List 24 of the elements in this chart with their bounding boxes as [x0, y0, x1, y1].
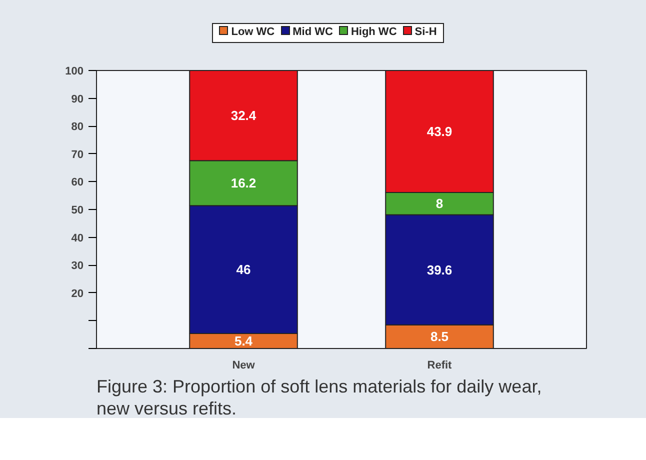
- legend-label: High WC: [350, 26, 397, 38]
- y-tick-label: 30: [71, 260, 84, 272]
- data-label: 8: [436, 196, 444, 212]
- data-label: 32.4: [230, 108, 257, 124]
- legend-label: Low WC: [231, 26, 275, 38]
- y-tick-label: 60: [71, 176, 84, 189]
- x-tick-label: Refit: [427, 360, 452, 372]
- y-tick-label: 70: [71, 148, 84, 161]
- caption: Figure 3: Proportion of soft lens materials for daily wear, new versus refits.: [96, 376, 542, 418]
- data-label: 8.5: [430, 329, 449, 344]
- data-label: 43.9: [426, 124, 452, 140]
- data-label: 5.4: [234, 333, 254, 348]
- y-tick-label: 90: [71, 93, 84, 106]
- x-tick-label: New: [232, 360, 256, 372]
- y-tick-label: 80: [71, 121, 84, 134]
- data-label: 46: [236, 262, 251, 278]
- legend-label: Mid WC: [292, 26, 333, 38]
- y-tick-label: 50: [71, 204, 84, 216]
- y-tick-label: 100: [65, 66, 84, 78]
- y-tick-label: 40: [71, 232, 84, 244]
- y-tick-label: 20: [71, 288, 84, 300]
- data-label: 16.2: [230, 176, 256, 191]
- legend-label: Si-H: [414, 26, 437, 38]
- data-label: 39.6: [426, 262, 452, 278]
